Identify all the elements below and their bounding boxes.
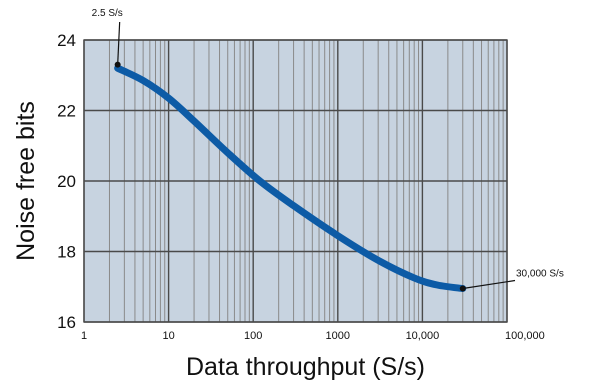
x-tick-label: 1000 — [326, 330, 350, 342]
grid — [83, 39, 508, 323]
y-tick-labels: 16 18 20 22 24 — [57, 31, 76, 332]
y-tick-label: 22 — [57, 102, 76, 121]
plot-border — [83, 39, 508, 323]
series-line — [114, 64, 467, 293]
x-tick-label: 100,000 — [505, 330, 545, 342]
y-tick-label: 20 — [57, 172, 76, 191]
x-axis-label: Data throughput (S/s) — [186, 353, 425, 381]
x-tick-label: 10,000 — [406, 330, 440, 342]
annotation-leader — [462, 279, 516, 290]
annotation-marker — [459, 285, 466, 292]
x-tick-label: 1 — [81, 330, 87, 342]
y-axis-label: Noise free bits — [12, 101, 40, 261]
annotations: 2.5 S/s 30,000 S/s — [92, 8, 564, 292]
annotation-label: 30,000 S/s — [516, 269, 564, 280]
annotation-label: 2.5 S/s — [92, 8, 123, 19]
annotation-leader — [117, 21, 121, 65]
x-tick-label: 10 — [162, 330, 174, 342]
y-tick-label: 18 — [57, 243, 76, 262]
x-tick-label: 100 — [244, 330, 262, 342]
annotation-marker — [114, 61, 121, 68]
y-tick-label: 16 — [57, 313, 76, 332]
x-tick-labels: 1 10 100 1000 10,000 100,000 — [81, 330, 545, 342]
y-tick-label: 24 — [57, 31, 76, 50]
